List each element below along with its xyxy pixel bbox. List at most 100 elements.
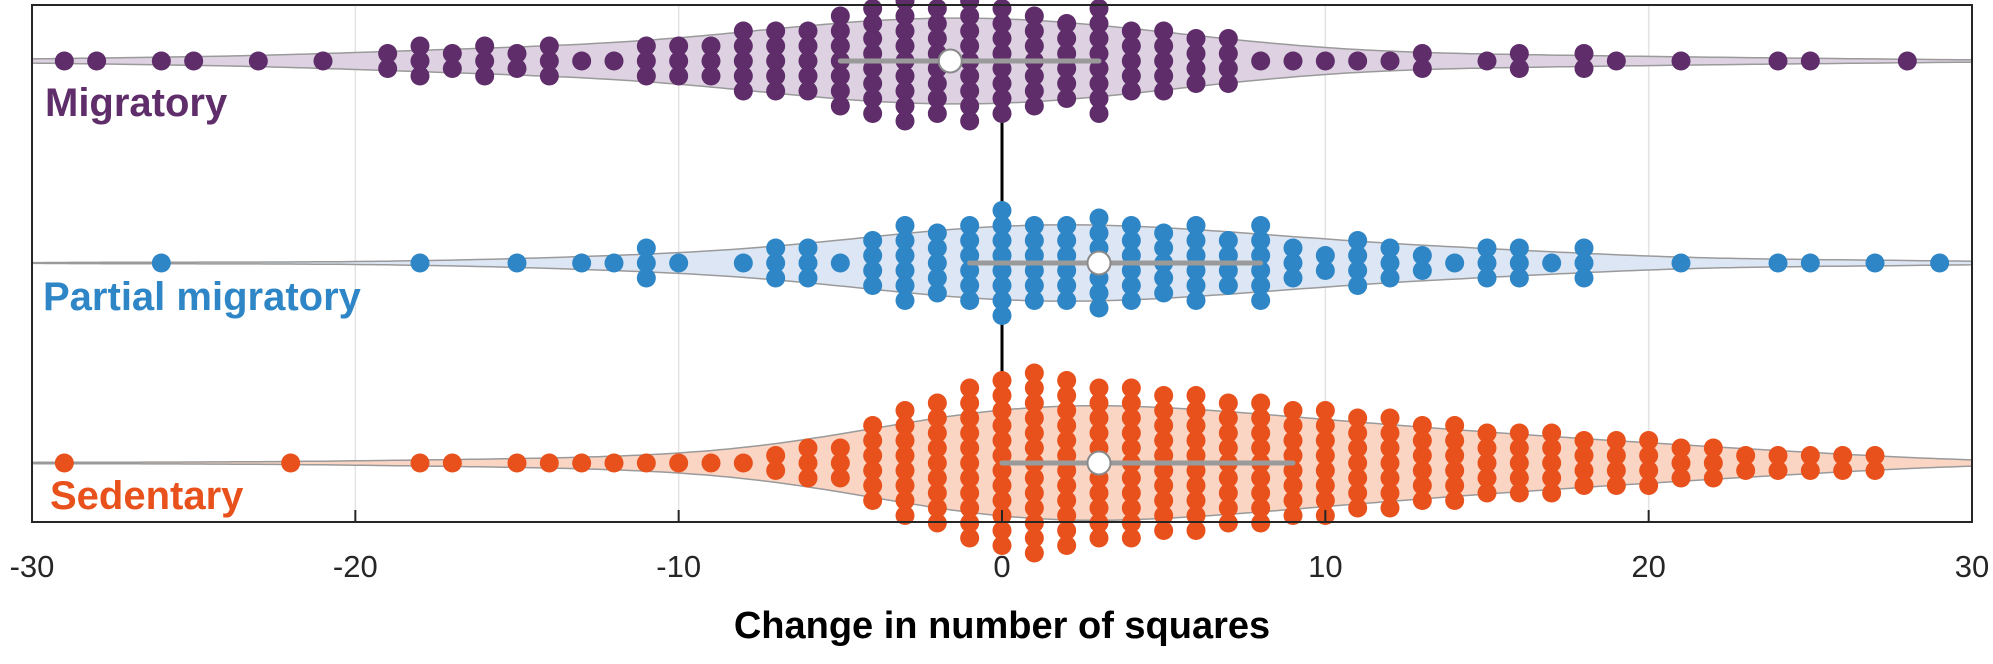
data-point	[1218, 74, 1238, 93]
data-point	[960, 261, 980, 280]
data-point	[1024, 378, 1044, 398]
data-point	[1509, 483, 1529, 503]
data-point	[1154, 491, 1174, 510]
data-point	[87, 51, 107, 71]
data-point	[766, 36, 786, 56]
data-point	[1154, 416, 1174, 435]
data-point	[54, 51, 74, 71]
data-point	[1251, 216, 1271, 235]
data-point	[895, 291, 915, 310]
data-point	[1315, 476, 1335, 495]
data-point	[927, 438, 947, 458]
data-point	[992, 536, 1012, 555]
data-point	[1606, 461, 1626, 480]
group-label-migratory: Migratory	[45, 81, 228, 125]
data-point	[1768, 253, 1788, 273]
data-point	[895, 401, 915, 420]
data-point	[1477, 438, 1497, 458]
data-point	[378, 59, 398, 78]
data-point	[733, 21, 753, 41]
data-point	[1089, 223, 1109, 243]
data-point	[1057, 416, 1077, 435]
data-point	[960, 291, 980, 310]
data-point	[895, 476, 915, 495]
x-axis-ticks: -30 -20 -10 0 10 20 30	[10, 510, 1989, 584]
data-point	[733, 36, 753, 56]
data-point	[1574, 268, 1594, 288]
data-point	[927, 14, 947, 33]
data-point	[1121, 393, 1141, 413]
data-point	[1606, 431, 1626, 450]
data-point	[1121, 51, 1141, 71]
data-point	[798, 66, 818, 86]
data-point	[1348, 408, 1368, 428]
data-point	[1865, 461, 1885, 480]
data-point	[1477, 423, 1497, 443]
data-point	[1089, 498, 1109, 518]
data-point	[1089, 14, 1109, 33]
data-point	[830, 36, 850, 56]
data-point	[927, 393, 947, 413]
data-point	[1639, 476, 1659, 495]
data-point	[992, 216, 1012, 235]
data-point	[992, 521, 1012, 540]
data-point	[1121, 498, 1141, 518]
data-point	[1089, 298, 1109, 318]
data-point	[992, 29, 1012, 48]
data-point	[669, 253, 689, 273]
data-point	[1606, 476, 1626, 495]
data-point	[1057, 216, 1077, 235]
data-point	[895, 246, 915, 265]
data-point	[992, 104, 1012, 123]
data-point	[863, 231, 883, 250]
data-point	[1736, 461, 1756, 480]
data-point	[960, 378, 980, 398]
data-point	[1283, 253, 1303, 273]
data-point	[1057, 59, 1077, 78]
data-point	[895, 96, 915, 116]
data-point	[927, 238, 947, 258]
data-point	[766, 81, 786, 101]
data-point	[992, 89, 1012, 108]
data-point	[960, 438, 980, 458]
data-point	[1057, 371, 1077, 390]
data-point	[1154, 461, 1174, 480]
data-point	[1057, 14, 1077, 33]
x-tick-label: 30	[1955, 549, 1989, 584]
data-point	[1024, 423, 1044, 443]
data-point	[960, 528, 980, 548]
data-point	[1024, 66, 1044, 86]
data-point	[960, 111, 980, 131]
data-point	[992, 246, 1012, 265]
data-point	[1348, 453, 1368, 473]
data-point	[798, 438, 818, 458]
data-point	[1186, 216, 1206, 235]
data-point	[604, 453, 624, 473]
data-point	[410, 36, 430, 56]
data-point	[992, 231, 1012, 250]
data-point	[636, 51, 656, 71]
data-point	[1057, 74, 1077, 93]
data-point	[927, 468, 947, 488]
data-point	[1121, 66, 1141, 86]
data-point	[1671, 438, 1691, 458]
data-point	[1218, 29, 1238, 48]
data-point	[895, 461, 915, 480]
data-point	[1380, 468, 1400, 488]
data-point	[1671, 51, 1691, 71]
data-point	[992, 306, 1012, 325]
x-tick-label: -10	[656, 549, 701, 584]
data-point	[248, 51, 268, 71]
data-point	[1348, 246, 1368, 265]
data-point	[1024, 6, 1044, 26]
data-point	[1154, 51, 1174, 71]
data-point	[1768, 51, 1788, 71]
data-point	[1768, 446, 1788, 465]
data-point	[863, 44, 883, 63]
data-point	[1186, 231, 1206, 250]
data-point	[895, 66, 915, 86]
data-point	[1445, 431, 1465, 450]
data-point	[1348, 483, 1368, 503]
data-point	[1024, 543, 1044, 563]
